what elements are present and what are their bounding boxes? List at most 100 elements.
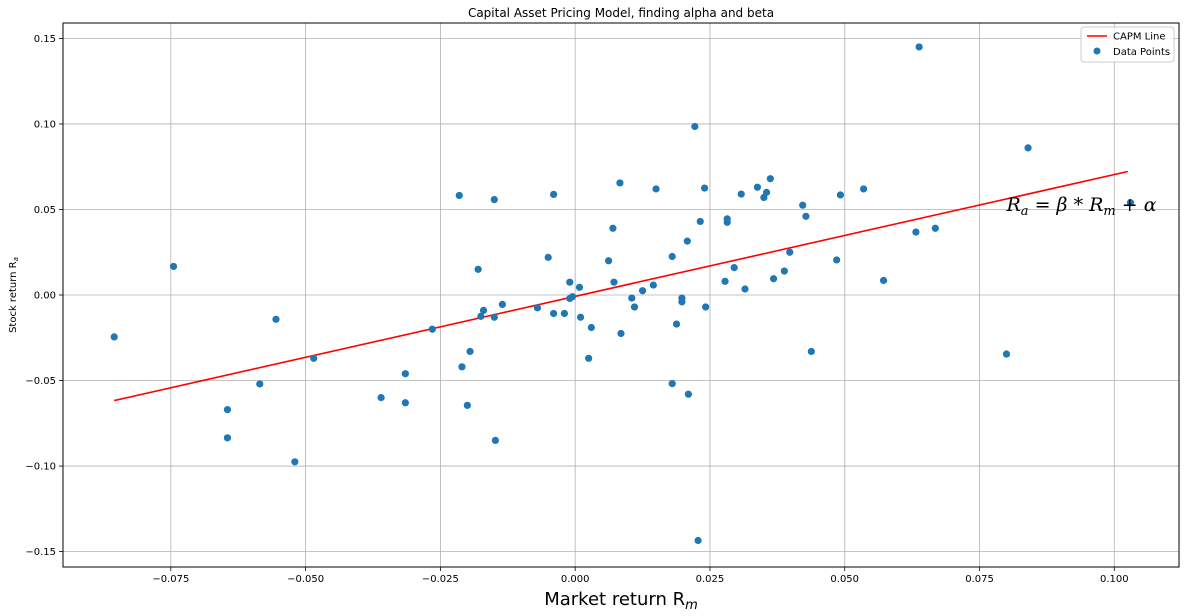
data-point (678, 298, 686, 306)
capm-line (114, 170, 1128, 402)
x-tick-label: −0.050 (287, 574, 324, 585)
equation-tail: + α (1116, 194, 1157, 216)
grid-lines (63, 23, 1179, 567)
equation-ra: R (1005, 194, 1020, 216)
data-point (401, 370, 409, 378)
data-point (587, 323, 595, 332)
data-point (668, 252, 676, 261)
x-axis-label: Market return Rm (544, 589, 698, 613)
x-tick-label: −0.075 (152, 574, 189, 585)
data-point (1024, 144, 1032, 152)
y-tick-label: 0.10 (34, 119, 56, 130)
data-point (616, 179, 624, 187)
y-tick-label: −0.15 (25, 547, 56, 558)
legend-capm-line-label: CAPM Line (1113, 32, 1166, 43)
legend-data-points-label: Data Points (1113, 47, 1170, 58)
data-point (291, 458, 299, 466)
data-point (694, 536, 702, 545)
equation-middle: = β * (1029, 194, 1090, 216)
data-point (490, 195, 498, 204)
data-point (498, 300, 506, 309)
data-point (610, 278, 618, 286)
x-tick-label: 0.100 (1100, 574, 1129, 585)
legend-data-points-swatch (1093, 47, 1101, 55)
data-point (730, 264, 738, 272)
data-point (256, 380, 264, 388)
data-point (879, 276, 888, 285)
chart-title: Capital Asset Pricing Model, finding alp… (468, 6, 774, 20)
data-point (737, 190, 745, 198)
data-point (753, 183, 762, 191)
data-point (860, 185, 868, 193)
data-point (684, 390, 692, 398)
data-point (463, 401, 471, 409)
x-axis-label-main: Market return R (544, 589, 685, 610)
data-point (609, 224, 617, 232)
data-point (786, 248, 794, 256)
data-point (223, 434, 232, 442)
data-point (455, 191, 463, 200)
data-point (223, 406, 232, 414)
data-point (560, 309, 568, 318)
data-point (466, 347, 474, 356)
data-point (479, 306, 488, 314)
x-axis-ticks: −0.075 −0.050 −0.025 0.000 0.025 0.050 0.075 0.… (152, 567, 1129, 585)
data-point (628, 294, 636, 302)
data-point (474, 265, 482, 273)
data-point (617, 329, 625, 338)
data-point (550, 190, 558, 199)
data-point (585, 354, 593, 362)
data-point (1002, 350, 1011, 358)
data-point (915, 43, 923, 51)
y-tick-label: 0.15 (34, 34, 56, 45)
data-point (912, 228, 920, 236)
data-point (683, 237, 691, 245)
data-point (575, 283, 584, 291)
y-tick-label: −0.05 (25, 376, 56, 387)
data-point (533, 304, 542, 312)
equation-rm: R (1088, 194, 1103, 216)
data-point (272, 315, 280, 323)
capm-equation-annotation: Ra = β * Rm + α (1005, 194, 1156, 219)
legend: CAPM Line Data Points (1080, 26, 1175, 63)
equation-ra-subscript: a (1021, 204, 1029, 219)
data-point (377, 394, 385, 402)
x-tick-label: 0.075 (965, 574, 994, 585)
data-point (401, 399, 409, 407)
data-point (762, 188, 771, 196)
data-point (766, 175, 774, 183)
y-axis-label-main: Stock return R (8, 261, 19, 333)
x-axis-label-subscript: m (685, 598, 698, 613)
data-point (931, 224, 939, 232)
data-point (833, 256, 841, 264)
y-axis-ticks: −0.15 −0.10 −0.05 0.00 0.05 0.10 0.15 (25, 34, 63, 558)
capm-line-layer (114, 170, 1128, 402)
data-point (630, 303, 639, 311)
data-point (576, 313, 585, 321)
y-tick-label: 0.05 (34, 205, 56, 216)
x-tick-label: 0.025 (696, 574, 725, 585)
data-point (1126, 199, 1135, 207)
data-point (550, 309, 558, 318)
data-point (696, 217, 704, 226)
data-point (110, 333, 118, 341)
data-point (702, 303, 710, 311)
data-point (769, 275, 778, 283)
data-point (723, 215, 731, 223)
data-point (566, 278, 574, 286)
data-point (568, 293, 577, 301)
data-point (605, 257, 613, 265)
data-point (741, 285, 749, 293)
data-point (649, 281, 657, 289)
x-tick-label: 0.000 (561, 574, 590, 585)
x-tick-label: 0.050 (830, 574, 859, 585)
data-point (700, 184, 709, 192)
data-point (691, 122, 699, 131)
data-point (780, 267, 788, 275)
data-point (490, 313, 498, 321)
data-point (652, 185, 660, 193)
data-point (672, 320, 681, 328)
data-point (721, 277, 729, 285)
